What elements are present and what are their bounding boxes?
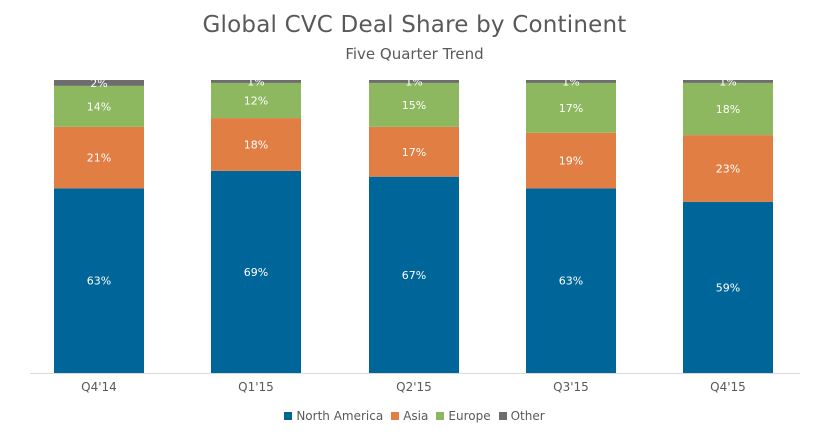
data-label-other-3: 1% <box>562 75 579 88</box>
data-label-other-2: 1% <box>405 75 422 88</box>
bar-europe-2 <box>369 82 459 127</box>
data-label-north-america-0: 63% <box>87 275 111 288</box>
bar-other-4 <box>683 80 773 83</box>
legend-swatch <box>436 412 445 420</box>
bar-other-1 <box>211 80 301 83</box>
data-label-asia-3: 19% <box>559 155 583 168</box>
bar-north-america-4 <box>683 201 773 373</box>
legend-swatch <box>498 412 507 420</box>
bar-north-america-1 <box>211 170 301 373</box>
bar-asia-1 <box>211 118 301 171</box>
legend-swatch <box>284 412 293 420</box>
data-label-asia-0: 21% <box>87 152 111 165</box>
bar-other-0 <box>54 80 144 86</box>
bar-north-america-2 <box>369 176 459 373</box>
bar-europe-0 <box>54 85 144 127</box>
chart-title: Global CVC Deal Share by Continent <box>202 12 627 38</box>
data-label-europe-2: 15% <box>402 99 426 112</box>
bar-europe-4 <box>683 82 773 136</box>
data-label-europe-4: 18% <box>716 103 740 116</box>
data-label-asia-4: 23% <box>716 162 740 175</box>
data-label-asia-1: 18% <box>244 138 268 151</box>
bar-europe-1 <box>211 82 301 119</box>
data-label-asia-2: 17% <box>402 146 426 159</box>
legend-item-other: Other <box>498 409 545 423</box>
x-tick-label-3: Q3'15 <box>553 380 589 394</box>
bar-asia-3 <box>526 132 616 189</box>
legend-label: Asia <box>403 409 429 423</box>
bar-asia-2 <box>369 126 459 177</box>
bar-north-america-0 <box>54 188 144 373</box>
data-label-other-4: 1% <box>719 75 736 88</box>
x-tick-label-4: Q4'15 <box>710 380 746 394</box>
chart-subtitle: Five Quarter Trend <box>345 45 484 63</box>
data-label-north-america-2: 67% <box>402 269 426 282</box>
legend-label: North America <box>296 409 384 423</box>
data-label-europe-1: 12% <box>244 95 268 108</box>
x-tick-label-0: Q4'14 <box>81 380 117 394</box>
data-label-north-america-4: 59% <box>716 281 740 294</box>
x-tick-label-2: Q2'15 <box>396 380 432 394</box>
data-label-europe-0: 14% <box>87 100 111 113</box>
legend-label: Other <box>510 409 545 423</box>
legend-label: Europe <box>448 409 491 423</box>
data-label-other-0: 2% <box>90 77 107 90</box>
legend-item-europe: Europe <box>436 409 491 423</box>
chart-legend: North America Asia Europe Other <box>0 409 829 423</box>
data-label-other-1: 1% <box>247 75 264 88</box>
bar-asia-4 <box>683 135 773 202</box>
x-tick-label-1: Q1'15 <box>238 380 274 394</box>
bar-other-2 <box>369 80 459 83</box>
data-label-north-america-3: 63% <box>559 275 583 288</box>
bar-asia-0 <box>54 126 144 189</box>
legend-swatch <box>391 412 400 420</box>
data-label-europe-3: 17% <box>559 102 583 115</box>
legend-item-asia: Asia <box>391 409 428 423</box>
bar-europe-3 <box>526 82 616 133</box>
bar-other-3 <box>526 80 616 83</box>
bar-north-america-3 <box>526 188 616 373</box>
data-label-north-america-1: 69% <box>244 266 268 279</box>
legend-item-north-america: North America <box>284 409 383 423</box>
